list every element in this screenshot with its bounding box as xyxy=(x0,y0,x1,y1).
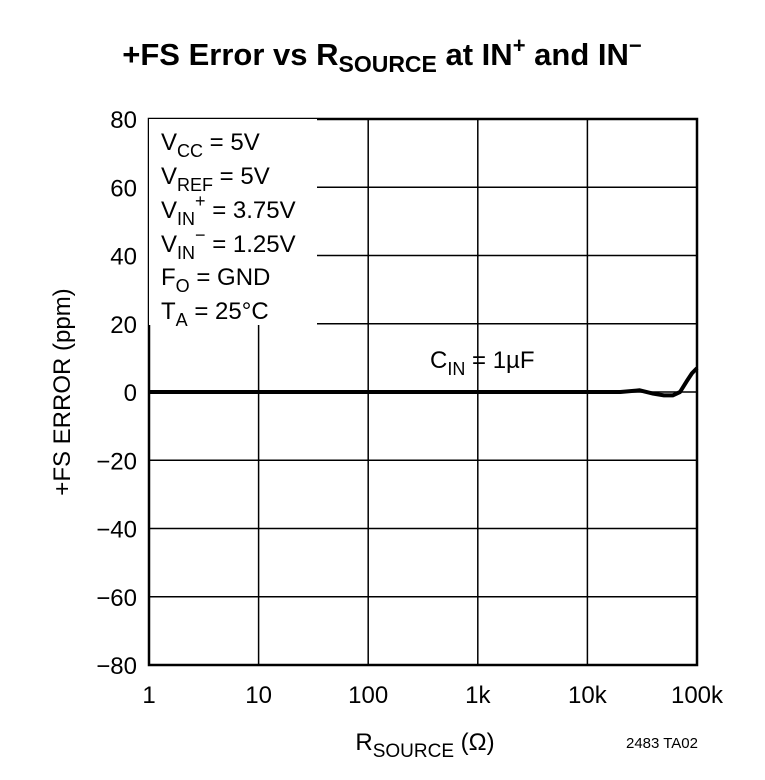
title-part: and IN xyxy=(526,37,629,72)
y-tick-label: −80 xyxy=(96,653,137,680)
condition: VIN+ = 3.75V xyxy=(161,191,296,229)
condition: TA = 25°C xyxy=(161,298,269,330)
x-tick-label: 10k xyxy=(568,682,608,709)
part: = 1.25V xyxy=(206,231,296,258)
title-part: +FS Error vs R xyxy=(122,37,338,72)
part: = 1µF xyxy=(465,347,534,374)
title-part: at IN xyxy=(437,37,513,72)
part: = GND xyxy=(190,264,271,291)
part: = 25°C xyxy=(188,298,269,325)
part: = 5V xyxy=(213,163,270,190)
sub: IN xyxy=(177,209,195,229)
x-axis-label: RSOURCE (Ω) xyxy=(355,729,494,762)
part: C xyxy=(430,347,447,374)
y-tick-label: −20 xyxy=(96,448,137,475)
condition: FO = GND xyxy=(161,264,270,296)
part: V xyxy=(161,163,177,190)
sub: SOURCE xyxy=(373,741,454,762)
condition: VIN− = 1.25V xyxy=(161,225,296,263)
y-tick-label: −60 xyxy=(96,585,137,612)
y-tick-label: 0 xyxy=(124,380,137,407)
title-sup: − xyxy=(629,33,642,58)
y-tick-label: 80 xyxy=(110,107,137,134)
footnote: 2483 TA02 xyxy=(626,735,698,752)
condition: VREF = 5V xyxy=(161,163,270,195)
sub: A xyxy=(176,310,188,330)
conditions-box xyxy=(149,119,317,325)
part: V xyxy=(161,129,177,156)
sub: CC xyxy=(177,141,203,161)
sup: + xyxy=(195,191,206,211)
y-tick-label: 60 xyxy=(110,175,137,202)
y-tick-label: −40 xyxy=(96,517,137,544)
part: = 3.75V xyxy=(206,197,296,224)
sup: − xyxy=(195,225,206,245)
conditions: VCC = 5V VREF = 5V VIN+ = 3.75V VIN− = 1… xyxy=(161,129,296,330)
curve-label: CIN = 1µF xyxy=(430,347,535,379)
part: R xyxy=(355,729,372,756)
x-tick-label: 100k xyxy=(671,682,724,709)
x-tick-label: 10 xyxy=(245,682,272,709)
part: T xyxy=(161,298,176,325)
part: = 5V xyxy=(203,129,260,156)
y-tick-label: 20 xyxy=(110,312,137,339)
title-sub: SOURCE xyxy=(338,51,436,77)
part: V xyxy=(161,231,177,258)
sub: IN xyxy=(447,359,465,379)
title-sup: + xyxy=(513,33,526,58)
data-line xyxy=(149,366,699,398)
x-tick-label: 1k xyxy=(465,682,491,709)
y-axis-label: +FS ERROR (ppm) xyxy=(49,288,76,495)
x-tick-label: 1 xyxy=(142,682,155,709)
sub: O xyxy=(176,276,190,296)
sub: IN xyxy=(177,243,195,263)
x-tick-label: 100 xyxy=(348,682,388,709)
condition: VCC = 5V xyxy=(161,129,260,161)
part: F xyxy=(161,264,176,291)
sub: REF xyxy=(177,175,213,195)
y-tick-label: 40 xyxy=(110,244,137,271)
part: V xyxy=(161,197,177,224)
part: (Ω) xyxy=(454,729,495,756)
chart-title: +FS Error vs RSOURCE at IN+ and IN− xyxy=(122,33,642,77)
